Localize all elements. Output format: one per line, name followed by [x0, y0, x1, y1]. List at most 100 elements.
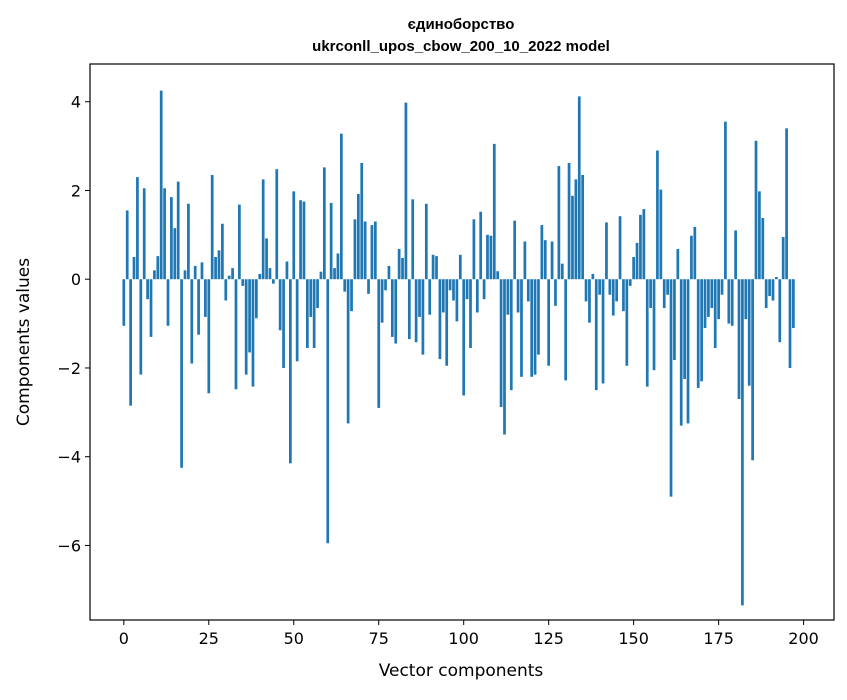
bar	[438, 279, 442, 360]
x-tick-label: 200	[788, 629, 819, 648]
bar	[554, 279, 557, 306]
bar	[628, 279, 632, 286]
bar	[758, 191, 761, 280]
bar	[210, 174, 214, 280]
bar	[547, 279, 551, 366]
x-tick-label: 175	[703, 629, 734, 648]
bar	[775, 276, 778, 280]
x-tick-label: 100	[448, 629, 479, 648]
bar	[618, 216, 622, 280]
bar	[407, 279, 411, 340]
bar	[421, 279, 425, 355]
bar	[611, 279, 615, 316]
bar	[224, 279, 228, 301]
bar	[462, 279, 466, 396]
y-axis-label: Components values	[14, 258, 34, 426]
bar-series	[122, 90, 795, 606]
chart-title-line-2: ukrconll_upos_cbow_200_10_2022 model	[312, 38, 610, 55]
bar	[424, 203, 428, 280]
bar	[591, 273, 595, 280]
plot-frame	[89, 63, 835, 621]
bar	[475, 279, 479, 313]
bar	[125, 210, 129, 280]
bar	[373, 221, 377, 280]
bar	[159, 90, 163, 280]
bar	[632, 257, 635, 280]
bar	[764, 279, 768, 309]
bar	[176, 181, 180, 280]
bar	[401, 257, 404, 280]
bar	[594, 279, 598, 391]
bar	[673, 279, 676, 360]
bar	[248, 279, 251, 353]
bar	[503, 279, 506, 435]
bar	[214, 257, 217, 280]
bar	[258, 273, 262, 280]
bar	[278, 279, 282, 331]
bar	[700, 279, 703, 382]
bar	[367, 279, 370, 294]
bar	[142, 188, 146, 280]
bar	[255, 279, 258, 319]
bar	[690, 235, 693, 280]
bar	[639, 214, 642, 280]
bar	[662, 279, 666, 309]
bar	[540, 225, 544, 280]
y-tick-label: 4	[71, 93, 81, 112]
bar	[268, 268, 272, 280]
bar	[781, 237, 785, 280]
y-tick-label: −6	[57, 536, 81, 555]
bar	[761, 217, 765, 280]
bar	[370, 225, 374, 280]
bar	[768, 279, 771, 297]
bar	[560, 263, 564, 280]
bar	[652, 279, 656, 371]
bar	[319, 271, 323, 280]
bar	[187, 203, 190, 280]
bar	[326, 279, 330, 544]
bar	[734, 230, 737, 280]
bar	[747, 279, 751, 386]
x-axis-ticks: 0 25 50 75 100 125 150 175 200	[119, 620, 819, 648]
bar	[353, 219, 357, 280]
bar	[305, 279, 309, 348]
bar	[380, 279, 384, 323]
bar	[693, 226, 697, 280]
bar	[441, 279, 445, 313]
bar	[227, 275, 231, 280]
bar	[666, 279, 669, 295]
bar	[455, 279, 459, 322]
bar	[452, 279, 455, 301]
bar	[241, 279, 245, 286]
bar	[350, 279, 353, 312]
bar	[207, 279, 211, 394]
bar	[282, 279, 285, 368]
bar	[707, 279, 710, 317]
bar	[754, 140, 758, 280]
bar	[469, 279, 472, 348]
bar	[166, 279, 170, 326]
bar	[197, 279, 200, 335]
bar	[771, 279, 775, 301]
bar	[312, 279, 316, 348]
bar	[567, 162, 571, 280]
bar	[173, 228, 177, 280]
bar	[696, 279, 700, 388]
bar	[523, 241, 527, 280]
bar	[530, 279, 534, 377]
bar	[683, 279, 686, 380]
bar	[149, 279, 153, 337]
bar	[289, 279, 292, 464]
bar	[543, 240, 547, 280]
x-axis-label: Vector components	[379, 661, 544, 681]
bar	[737, 279, 741, 400]
bar	[496, 271, 500, 280]
bar	[676, 249, 680, 280]
bar	[635, 242, 639, 280]
x-tick-label: 125	[533, 629, 564, 648]
bar	[448, 279, 452, 291]
bar	[170, 197, 173, 280]
bar	[316, 279, 319, 309]
bar	[486, 234, 489, 280]
